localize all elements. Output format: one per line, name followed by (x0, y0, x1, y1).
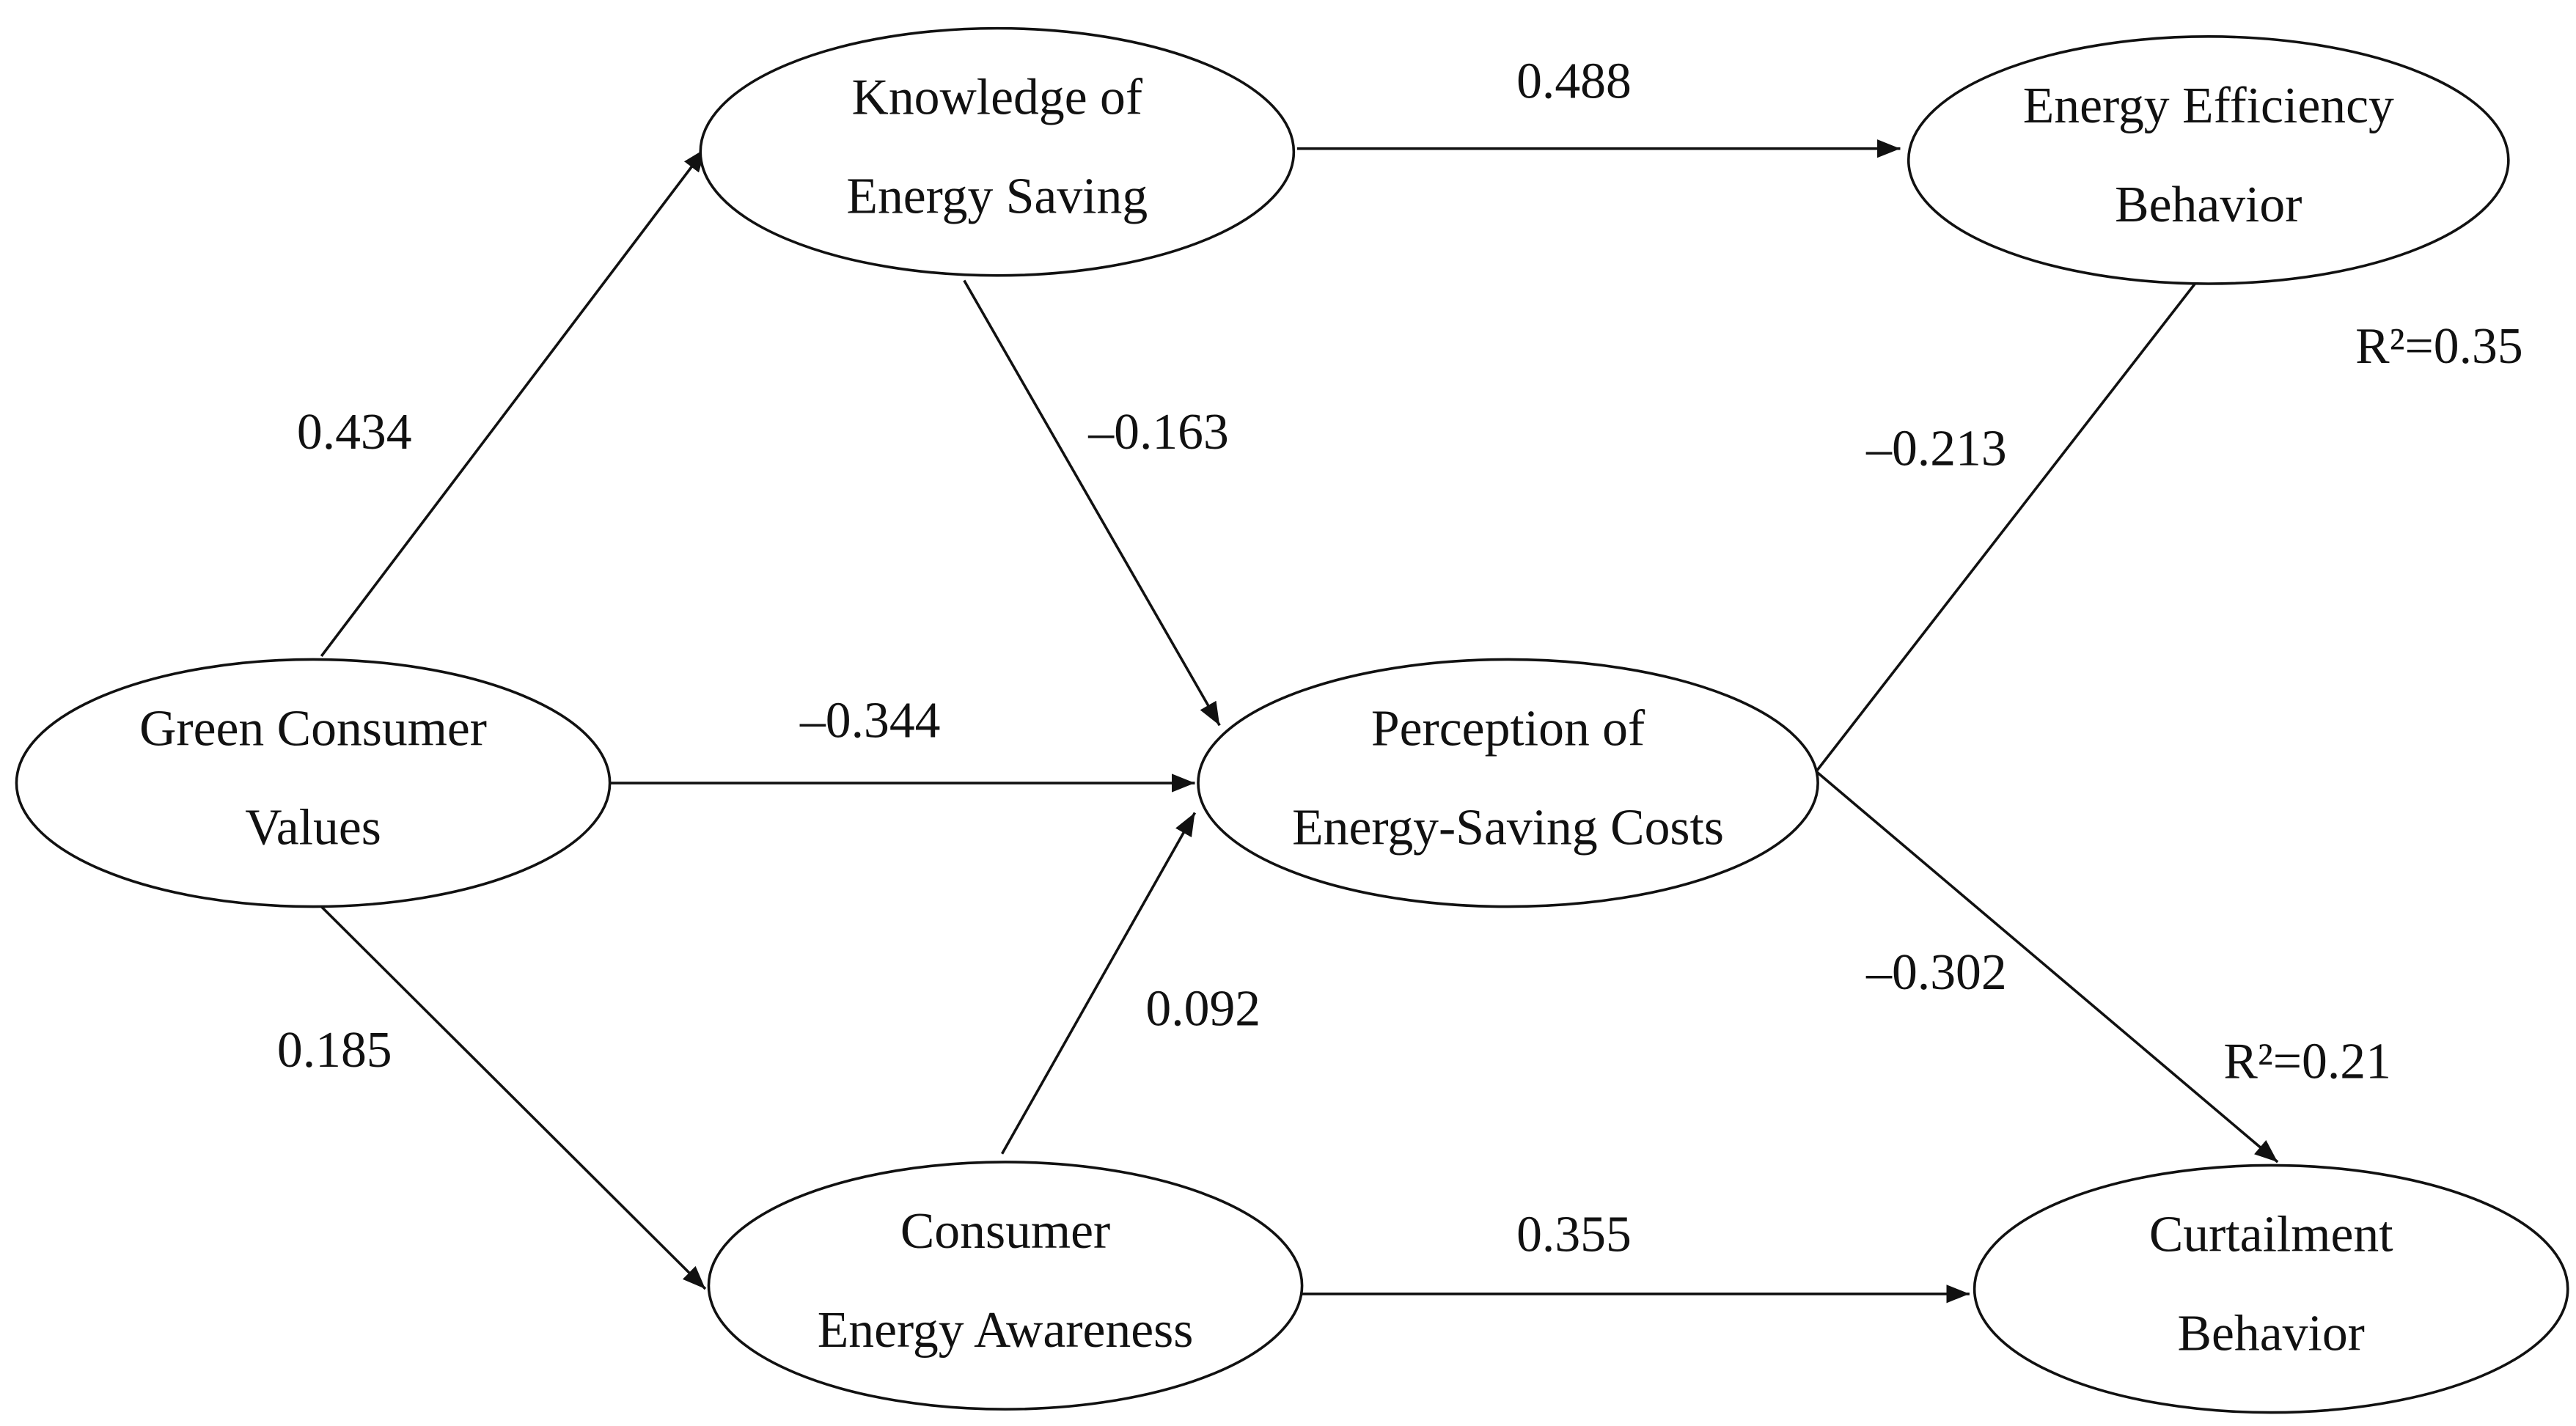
node-label: Energy Saving (846, 169, 1148, 225)
r-squared: R²=0.21 (2223, 1034, 2391, 1090)
node-label: Green Consumer (139, 701, 487, 757)
node-label: Behavior (2178, 1305, 2365, 1361)
node-label: Perception of (1371, 701, 1645, 757)
node-label: Values (245, 799, 381, 856)
node-label: Energy-Saving Costs (1292, 799, 1724, 856)
path-arrow (320, 905, 707, 1290)
nodes: Green Consumer Values Knowledge of Energy S… (15, 26, 2569, 1414)
path-coefficient: –0.213 (1865, 420, 2007, 477)
node-label: Consumer (900, 1203, 1110, 1260)
r-squared: R²=0.35 (2355, 318, 2523, 375)
node-label: Knowledge of (852, 70, 1143, 126)
node-ellipse (1197, 658, 1819, 908)
node-ellipse (699, 26, 1296, 277)
path-coefficient: 0.092 (1145, 981, 1261, 1037)
node-label: Energy Awareness (818, 1302, 1194, 1359)
path-coefficient: 0.355 (1516, 1207, 1632, 1263)
path-arrow (963, 279, 1221, 727)
node-label: Curtailment (2149, 1207, 2393, 1263)
path-arrow (1815, 254, 2218, 773)
path-coefficient: 0.434 (297, 404, 412, 460)
node-ellipse (15, 658, 612, 908)
path-coefficient: –0.344 (799, 692, 941, 749)
path-arrow (1000, 812, 1197, 1155)
path-coefficient: 0.185 (277, 1022, 392, 1078)
annotations: R²=0.35 R²=0.21 (2223, 318, 2522, 1089)
path-arrow (1815, 770, 2279, 1164)
node-label: Behavior (2115, 177, 2302, 233)
node-ellipse (1907, 35, 2510, 285)
node-label: Energy Efficiency (2023, 78, 2394, 134)
node-ellipse (707, 1161, 1304, 1411)
path-coefficient: –0.163 (1087, 404, 1229, 460)
edges: 0.434 –0.344 0.185 –0.163 0.488 0.092 –0.213 –0… (277, 53, 2279, 1304)
path-arrow (320, 147, 707, 658)
path-coefficient: 0.488 (1516, 53, 1632, 109)
node-ellipse (1973, 1164, 2569, 1414)
path-coefficient: –0.302 (1865, 944, 2007, 1001)
